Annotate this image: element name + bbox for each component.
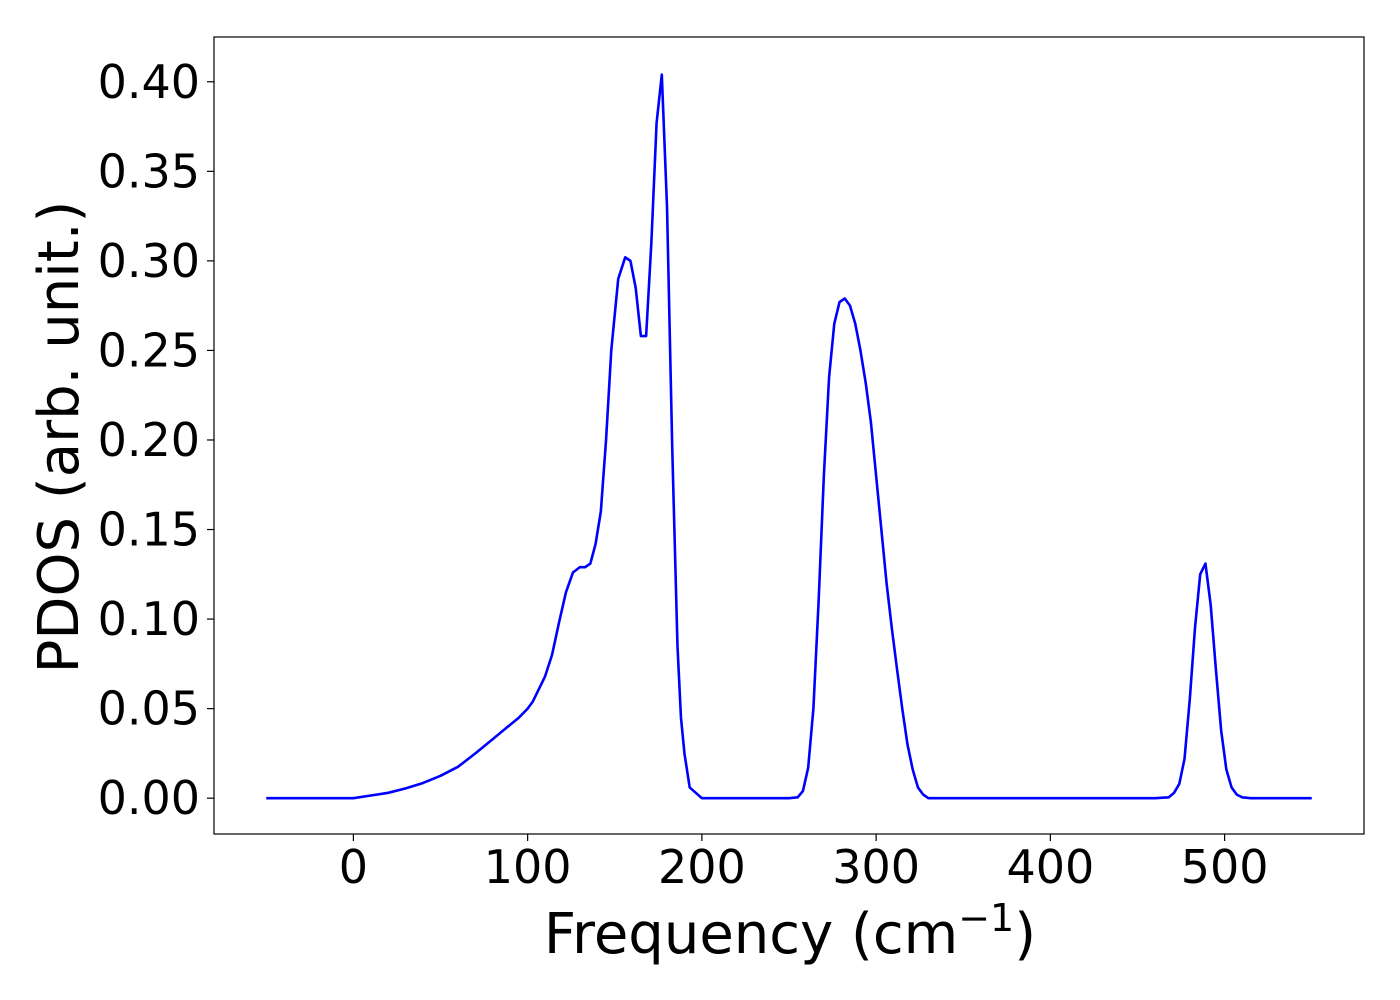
y-tick-label: 0.15 bbox=[98, 503, 200, 557]
x-tick-label: 200 bbox=[658, 840, 746, 894]
x-axis-label-close: ) bbox=[1014, 902, 1036, 967]
y-tick-label: 0.10 bbox=[98, 592, 200, 646]
y-tick-label: 0.30 bbox=[98, 234, 200, 288]
x-axis-label-main: Frequency (cm bbox=[544, 902, 958, 967]
x-tick-label: 500 bbox=[1181, 840, 1269, 894]
plot-frame bbox=[213, 36, 1365, 835]
y-tick-label: 0.40 bbox=[98, 55, 200, 109]
plot-layer bbox=[266, 73, 1312, 800]
pdos-series-line bbox=[266, 73, 1312, 800]
y-tick-label: 0.00 bbox=[98, 771, 200, 825]
x-axis-label-exponent: −1 bbox=[958, 896, 1014, 940]
x-tick-label: 0 bbox=[339, 840, 368, 894]
x-tick-label: 400 bbox=[1006, 840, 1094, 894]
y-tick-label: 0.05 bbox=[98, 682, 200, 736]
y-tick-label: 0.20 bbox=[98, 413, 200, 467]
x-axis-label: Frequency (cm−1) bbox=[544, 896, 1036, 967]
y-axis-label: PDOS (arb. unit.) bbox=[27, 201, 92, 674]
tick-layer: 0 100 200 300 400 500 0.00 0.05 0.10 0.15 0.20 0.25… bbox=[98, 55, 1269, 894]
x-tick-label: 100 bbox=[484, 840, 572, 894]
y-tick-label: 0.25 bbox=[98, 323, 200, 377]
y-tick-label: 0.35 bbox=[98, 144, 200, 198]
x-tick-label: 300 bbox=[832, 840, 920, 894]
